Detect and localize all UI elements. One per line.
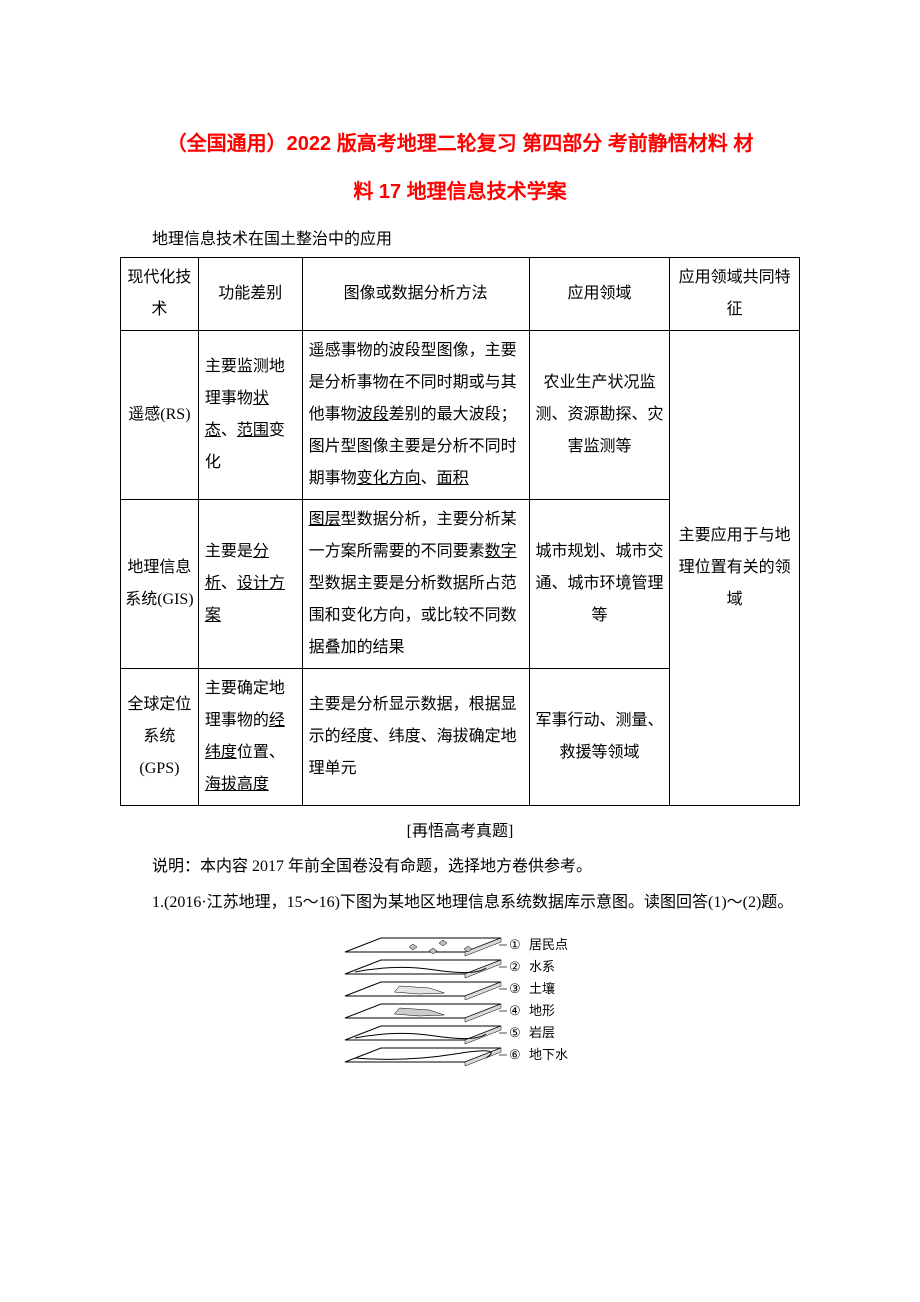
document-title-line2: 料 17 地理信息技术学案 xyxy=(120,168,800,216)
cell-func-gps: 主要确定地理事物的经纬度位置、海拔高度 xyxy=(198,669,302,806)
cell-func-rs: 主要监测地理事物状态、范围变化 xyxy=(198,331,302,500)
svg-text:②: ② xyxy=(509,959,521,974)
svg-text:岩层: 岩层 xyxy=(529,1025,555,1040)
svg-text:水系: 水系 xyxy=(529,959,555,974)
note-text: 说明：本内容 2017 年前全国卷没有命题，选择地方卷供参考。 xyxy=(120,849,800,884)
intro-text: 地理信息技术在国土整治中的应用 xyxy=(120,222,800,257)
cell-method-rs: 遥感事物的波段型图像，主要是分析事物在不同时期或与其他事物波段差别的最大波段；图… xyxy=(302,331,529,500)
cell-domain-gis: 城市规划、城市交通、城市环境管理等 xyxy=(529,500,670,669)
svg-text:地形: 地形 xyxy=(529,1003,555,1018)
cell-func-gis: 主要是分析、设计方案 xyxy=(198,500,302,669)
cell-tech-gis: 地理信息系统(GIS) xyxy=(121,500,199,669)
svg-text:④: ④ xyxy=(509,1003,521,1018)
table-row: 遥感(RS) 主要监测地理事物状态、范围变化 遥感事物的波段型图像，主要是分析事… xyxy=(121,331,800,500)
gis-layers-diagram: ① 居民点 ② 水系 ③ 土壤 ④ 地形 ⑤ 岩层 ⑥ 地下水 xyxy=(325,928,595,1088)
cell-tech-rs: 遥感(RS) xyxy=(121,331,199,500)
svg-text:③: ③ xyxy=(509,981,521,996)
table-header-row: 现代化技术 功能差别 图像或数据分析方法 应用领域 应用领域共同特征 xyxy=(121,258,800,331)
th-func: 功能差别 xyxy=(198,258,302,331)
svg-text:地下水: 地下水 xyxy=(529,1047,568,1062)
cell-method-gis: 图层型数据分析，主要分析某一方案所需要的不同要素数字型数据主要是分析数据所占范围… xyxy=(302,500,529,669)
th-shared: 应用领域共同特征 xyxy=(670,258,800,331)
cell-domain-gps: 军事行动、测量、救援等领域 xyxy=(529,669,670,806)
svg-text:⑥: ⑥ xyxy=(509,1047,521,1062)
svg-text:居民点: 居民点 xyxy=(529,937,568,952)
th-domain: 应用领域 xyxy=(529,258,670,331)
document-title-line1: （全国通用）2022 版高考地理二轮复习 第四部分 考前静悟材料 材 xyxy=(120,120,800,168)
th-method: 图像或数据分析方法 xyxy=(302,258,529,331)
svg-text:土壤: 土壤 xyxy=(529,981,555,996)
cell-shared: 主要应用于与地理位置有关的领域 xyxy=(670,331,800,806)
section-heading: [再悟高考真题] xyxy=(120,814,800,849)
cell-domain-rs: 农业生产状况监测、资源勘探、灾害监测等 xyxy=(529,331,670,500)
svg-text:①: ① xyxy=(509,937,521,952)
cell-tech-gps: 全球定位系统(GPS) xyxy=(121,669,199,806)
cell-method-gps: 主要是分析显示数据，根据显示的经度、纬度、海拔确定地理单元 xyxy=(302,669,529,806)
svg-text:⑤: ⑤ xyxy=(509,1025,521,1040)
gis-comparison-table: 现代化技术 功能差别 图像或数据分析方法 应用领域 应用领域共同特征 遥感(RS… xyxy=(120,257,800,806)
question-text: 1.(2016·江苏地理，15～16)下图为某地区地理信息系统数据库示意图。读图… xyxy=(120,885,800,920)
th-tech: 现代化技术 xyxy=(121,258,199,331)
